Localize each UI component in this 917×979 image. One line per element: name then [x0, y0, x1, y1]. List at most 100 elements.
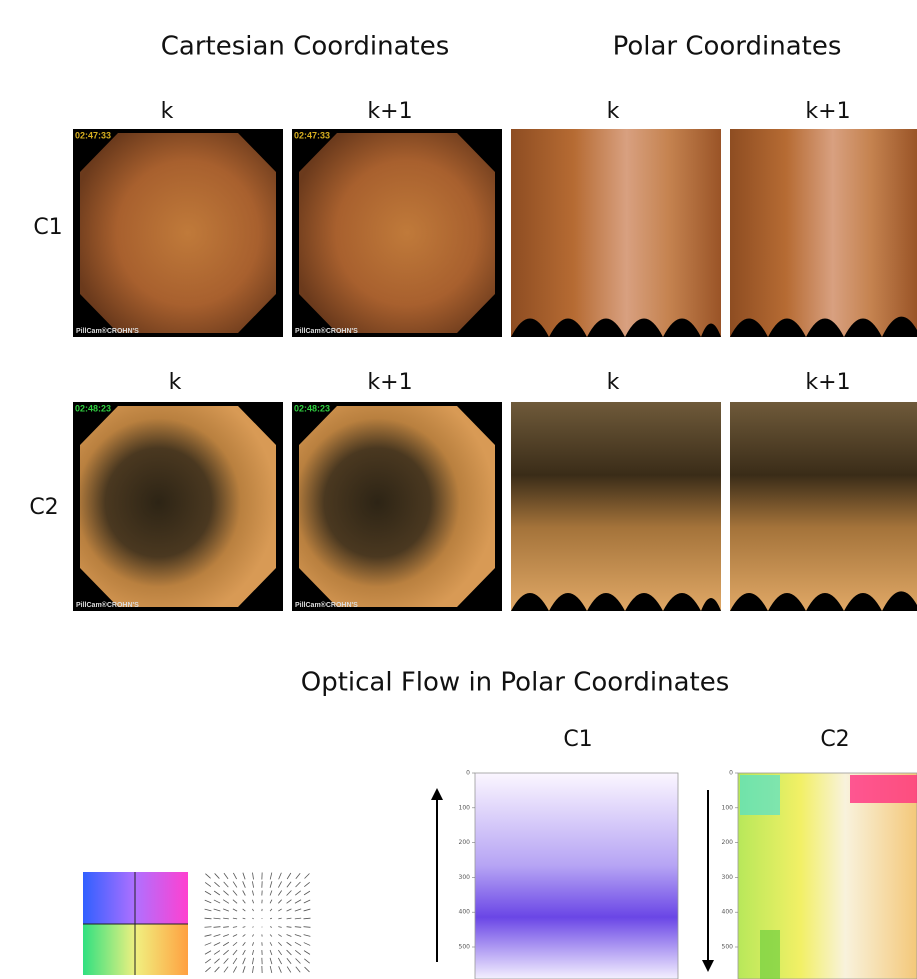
flow-arrow — [295, 900, 301, 903]
flow-arrow — [270, 900, 272, 904]
flow-arrow — [233, 909, 237, 911]
row-label: C2 — [29, 495, 58, 520]
flow-arrow — [224, 873, 228, 879]
flow-arrow — [214, 927, 221, 928]
row-label: C1 — [33, 215, 62, 240]
flow-arrow — [278, 900, 281, 904]
flow-arrow — [252, 927, 253, 928]
flow-arrow — [224, 882, 229, 887]
flow-arrow — [296, 882, 301, 887]
flow-arrow — [223, 950, 228, 955]
flow-arrow — [296, 967, 300, 972]
flow-arrow — [252, 950, 253, 955]
flow-arrow — [270, 950, 272, 955]
flow-arrow — [252, 966, 253, 973]
flow-arrow — [278, 934, 281, 936]
polar-frame — [730, 402, 917, 611]
frame-label: k+1 — [367, 370, 412, 395]
flow-arrow — [243, 891, 246, 896]
flow-arrow — [243, 950, 246, 955]
flow-arrow — [278, 918, 281, 919]
y-tick-label: 200 — [722, 839, 734, 846]
flow-arrow — [278, 891, 281, 896]
flow-arrow — [252, 909, 253, 911]
flow-arrow — [243, 934, 246, 936]
frame-label: k — [161, 99, 174, 124]
flow-arrow — [223, 934, 229, 936]
flow-arrow — [279, 966, 282, 972]
endoscopy-frame: 02:48:23 PillCam®CROHN'S — [73, 402, 283, 611]
flow-arrow — [278, 909, 281, 911]
flow-arrow — [278, 881, 281, 887]
flow-arrow — [205, 918, 212, 919]
brand: PillCam®CROHN'S — [76, 327, 139, 335]
flow-arrow — [295, 918, 301, 919]
flow-arrow — [304, 943, 310, 946]
flow-arrow — [224, 958, 229, 963]
flow-arrow — [233, 900, 237, 904]
timestamp: 02:48:23 — [75, 403, 111, 413]
flow-arrow — [214, 942, 220, 945]
frame-label: k — [607, 370, 620, 395]
flow-arrow — [252, 918, 253, 919]
flow-arrow — [296, 959, 301, 964]
section-title: Optical Flow in Polar Coordinates — [301, 668, 730, 698]
flow-arrow — [243, 909, 246, 911]
row-c2: k k+1 k k+1 C2 02:48:23 PillCam®CROHN'S … — [29, 370, 917, 611]
flow-arrow — [205, 909, 212, 911]
flow-arrow — [205, 951, 211, 954]
polar-frame — [730, 129, 917, 337]
row-c1: k k+1 k k+1 C1 02:47:33 PillCam®CROHN'S … — [33, 99, 917, 337]
flow-arrow — [205, 959, 211, 963]
polar-frame — [511, 402, 721, 611]
flow-arrow — [304, 900, 310, 903]
flow-arrow — [214, 918, 221, 919]
frame-label: k+1 — [805, 370, 850, 395]
timestamp: 02:47:33 — [75, 130, 111, 140]
timestamp: 02:48:23 — [294, 403, 330, 413]
flow-arrow — [278, 942, 281, 946]
flow-arrow — [223, 891, 228, 896]
flow-arrow — [223, 900, 229, 904]
flow-arrow — [295, 950, 301, 954]
flow-arrow — [214, 959, 219, 964]
flow-arrow — [270, 873, 272, 880]
flow-arrow — [304, 909, 311, 911]
flow-arrow — [243, 918, 246, 919]
arrow-field — [205, 873, 311, 973]
y-tick-label: 200 — [459, 839, 471, 846]
flow-arrow — [287, 909, 292, 911]
flow-arrow — [223, 909, 229, 911]
flow-arrow — [252, 934, 253, 936]
flow-arrow — [279, 873, 282, 879]
y-tick-label: 400 — [722, 909, 734, 916]
flow-arrow — [205, 882, 211, 886]
flow-arrow — [233, 891, 237, 896]
frame-label: k+1 — [805, 99, 850, 124]
flow-arrow — [243, 966, 245, 973]
flow-arrow — [223, 927, 229, 928]
flow-arrow — [295, 934, 301, 936]
flow-arrow — [252, 891, 253, 896]
brand: PillCam®CROHN'S — [76, 601, 139, 609]
flow-arrow — [243, 927, 246, 928]
flow-arrow — [205, 943, 211, 946]
flow-arrow — [287, 918, 292, 919]
flow-arrow — [233, 934, 237, 936]
y-tick-label: 0 — [729, 770, 733, 777]
flow-arrow — [223, 918, 229, 919]
flow-arrow — [205, 967, 210, 972]
flow-arrow — [287, 900, 292, 904]
flow-arrow — [304, 951, 310, 955]
flow-arrow — [295, 891, 300, 895]
flow-arrow — [205, 935, 212, 937]
flow-arrow — [287, 967, 291, 973]
figure: Cartesian Coordinates Polar Coordinates … — [0, 0, 917, 979]
flow-arrow — [270, 881, 272, 887]
frame-label: k — [169, 370, 182, 395]
flow-arrow — [270, 891, 272, 896]
timestamp: 02:47:33 — [294, 130, 330, 140]
flow-arrow — [205, 874, 210, 879]
flow-arrow — [270, 927, 272, 928]
flow-arrow — [214, 891, 220, 895]
